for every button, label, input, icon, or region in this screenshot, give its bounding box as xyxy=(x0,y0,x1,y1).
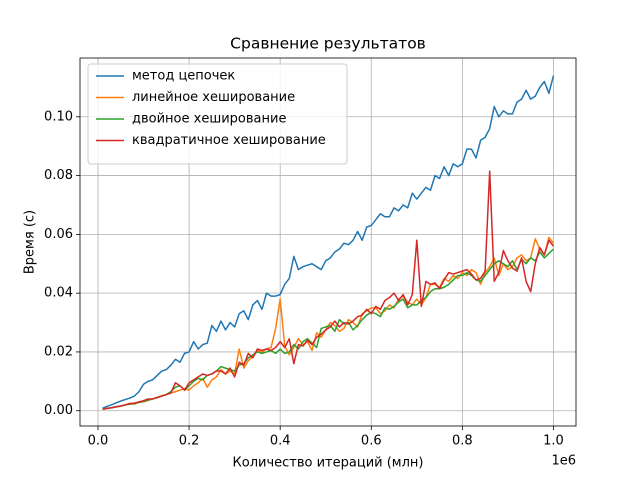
legend-label: квадратичное хеширование xyxy=(132,133,326,148)
legend-box xyxy=(87,63,348,165)
x-tick-label: 0.2 xyxy=(179,434,200,449)
x-axis-label: Количество итераций (млн) xyxy=(233,456,424,471)
x-tick-label: 1.0 xyxy=(543,434,564,449)
lines-layer xyxy=(102,75,555,410)
legend-label: метод цепочек xyxy=(132,69,235,84)
series-line xyxy=(102,170,555,410)
series-line xyxy=(102,75,555,410)
y-tick-label: 0.04 xyxy=(44,286,73,301)
x-offset-label: 1e6 xyxy=(551,454,576,469)
y-tick-label: 0.08 xyxy=(44,168,73,183)
axes-frame xyxy=(79,57,577,427)
x-tick-label: 0.0 xyxy=(88,434,109,449)
x-tick-label: 0.4 xyxy=(270,434,291,449)
series-line xyxy=(102,248,554,410)
y-tick-label: 0.10 xyxy=(44,109,73,124)
legend-label: двойное хеширование xyxy=(132,112,286,127)
legend: метод цепочек линейное хеширование двойное… xyxy=(87,63,348,165)
chart-title: Сравнение результатов xyxy=(230,35,426,53)
y-tick-label: 0.02 xyxy=(44,344,73,359)
ticks-layer: 0.0 0.2 0.4 0.6 0.8 1.0 0.00 0.02 0.04 0.06 0.08 0.… xyxy=(44,109,564,448)
x-tick-label: 0.6 xyxy=(361,434,382,449)
y-tick-label: 0.00 xyxy=(44,403,73,418)
y-axis-label: Время (с) xyxy=(23,210,38,274)
legend-label: линейное хеширование xyxy=(132,90,295,105)
y-tick-label: 0.06 xyxy=(44,227,73,242)
x-tick-label: 0.8 xyxy=(452,434,473,449)
